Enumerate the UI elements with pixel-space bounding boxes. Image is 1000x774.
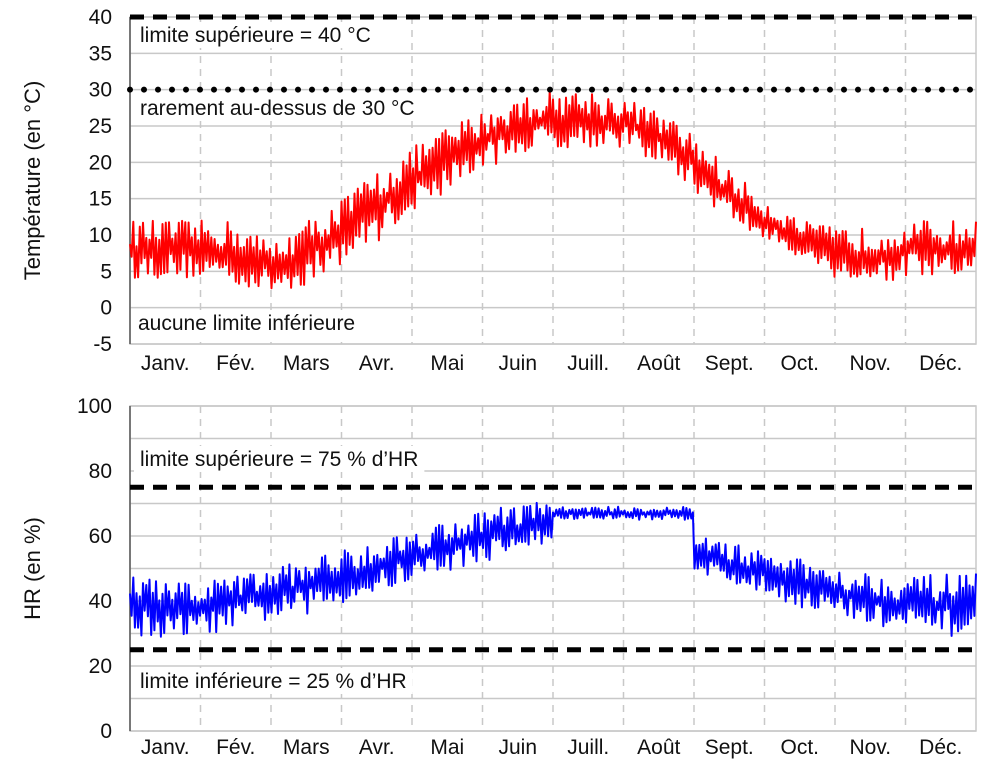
month-label: Août [637, 352, 680, 375]
month-label: Nov. [849, 736, 891, 759]
humidity-chart: 100 80 60 40 20 0 Janv. Fév. Mars Avr. Mai Juin Juil… [20, 395, 977, 759]
month-label: Mars [283, 736, 330, 759]
month-label: Mars [283, 352, 330, 375]
month-label: Janv. [141, 352, 190, 375]
month-label: Fév. [216, 352, 255, 375]
reference-line-label: limite supérieure = 75 % d’HR [140, 448, 418, 471]
y-tick-label: -5 [93, 333, 112, 356]
y-tick-label: 20 [89, 655, 112, 678]
y-tick-label: 0 [100, 720, 112, 743]
month-label: Mai [430, 736, 464, 759]
reference-line-label: limite supérieure = 40 °C [140, 24, 371, 47]
month-label: Janv. [141, 736, 190, 759]
y-tick-label: 5 [100, 260, 112, 283]
annotation-background [134, 310, 362, 336]
reference-line-label: limite inférieure = 25 % d’HR [140, 670, 407, 693]
y-tick-label: 80 [89, 460, 112, 483]
y-tick-label: 30 [89, 79, 112, 102]
y-tick-label: 35 [89, 42, 112, 65]
y-tick-label: 25 [89, 115, 112, 138]
month-label: Août [637, 736, 680, 759]
month-label: Juin [498, 736, 537, 759]
y-axis-title: HR (en %) [20, 517, 45, 620]
month-label: Juill. [567, 736, 609, 759]
y-tick-label: 15 [89, 188, 112, 211]
month-label: Fév. [216, 736, 255, 759]
annotation-background [134, 95, 421, 121]
month-label: Sept. [705, 736, 754, 759]
month-label: Déc. [919, 352, 962, 375]
y-tick-label: 20 [89, 151, 112, 174]
month-label: Avr. [359, 352, 395, 375]
y-tick-label: 60 [89, 525, 112, 548]
month-label: Juin [498, 352, 537, 375]
temperature-chart: 40 35 30 25 20 15 10 5 0 -5 Janv. Fév. Mars Avr. Mai Ju… [20, 6, 979, 375]
month-label: Juill. [567, 352, 609, 375]
y-tick-label: 10 [89, 224, 112, 247]
annotation-text: aucune limite inférieure [138, 312, 355, 335]
month-label: Déc. [919, 736, 962, 759]
month-label: Mai [430, 352, 464, 375]
annotation-background [134, 446, 425, 472]
month-label: Sept. [705, 352, 754, 375]
annotation-background [134, 22, 377, 48]
annotation-background [134, 668, 413, 694]
y-tick-label: 40 [89, 6, 112, 29]
month-label: Oct. [780, 352, 819, 375]
month-label: Avr. [359, 736, 395, 759]
y-tick-label: 40 [89, 590, 112, 613]
y-axis-title: Température (en °C) [20, 81, 45, 281]
y-tick-label: 100 [77, 395, 112, 418]
series-line [129, 90, 977, 290]
month-label: Nov. [849, 352, 891, 375]
series-line [129, 501, 977, 638]
month-label: Oct. [780, 736, 819, 759]
y-tick-label: 0 [100, 297, 112, 320]
reference-line-label: rarement au-dessus de 30 °C [140, 97, 415, 120]
